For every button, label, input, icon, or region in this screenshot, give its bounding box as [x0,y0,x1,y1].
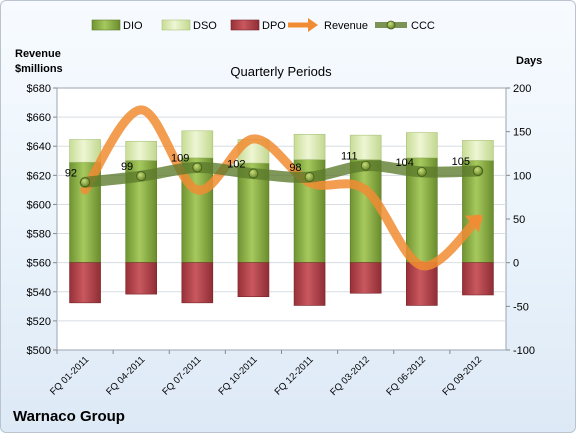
bar-dpo [181,262,214,304]
left-tick-label: $560 [27,258,51,270]
bar-dio [181,157,214,263]
ccc-data-label: 109 [171,152,189,164]
ccc-point [80,177,90,188]
x-tick-label: FQ 04-2011 [104,354,147,397]
left-axis-label-line1: Revenue [15,48,61,60]
left-tick-label: $620 [27,170,51,182]
bar-dso [125,140,157,161]
right-tick-label: 50 [513,214,525,226]
bar-dso [181,130,214,159]
ccc-data-label: 104 [395,157,413,169]
left-tick-label: $680 [27,83,51,95]
right-tick-label: 100 [513,170,531,182]
left-tick-label: $600 [27,199,51,211]
legend-label-dso: DSO [193,20,217,32]
x-tick-label: FQ 03-2012 [328,354,372,398]
revenue-arrowhead [464,215,483,233]
ccc-data-label: 111 [341,151,358,163]
bar-dso [69,139,101,163]
bar-dso [462,140,494,161]
chart-title: Quarterly Periods [230,64,332,79]
left-axis-label-line2: $millions [15,63,63,75]
x-tick-label: FQ 06-2012 [384,354,428,398]
bar-dpo [69,262,101,304]
x-tick-label: FQ 12-2011 [273,354,316,397]
left-tick-label: $660 [27,112,51,124]
ccc-point [416,166,427,177]
bar-dpo [293,262,326,306]
legend-label-ccc: CCC [411,20,435,32]
bar-dso [406,132,438,159]
bar-dio [349,159,382,263]
ccc-point [304,172,315,182]
ccc-point [136,171,147,182]
ccc-data-label: 105 [452,156,470,168]
lines-group: 92 99 109 102 98 111 104 105 [65,105,484,271]
revenue-line [80,105,483,271]
left-tick-label: $540 [27,287,51,299]
legend: DIO DSO DPO Revenue CCC [91,18,435,32]
ccc-point [192,162,203,173]
bar-dpo [462,262,494,296]
ccc-data-label: 102 [227,159,245,171]
legend-swatch-dso [161,19,191,31]
right-tick-label: 0 [513,258,519,270]
right-tick-label: 200 [513,83,531,95]
bar-dso [349,134,382,160]
legend-label-dio: DIO [123,20,143,32]
legend-label-revenue: Revenue [324,20,368,32]
x-tick-label: FQ 09-2012 [440,354,484,398]
left-tick-label: $580 [27,229,51,241]
ccc-point [360,160,371,171]
x-tick-label: FQ 10-2011 [216,354,259,397]
ccc-data-label: 99 [121,161,133,173]
left-tick-label: $520 [27,316,51,328]
right-tick-label: 150 [513,127,531,139]
legend-swatch-revenue-arrow [308,18,318,32]
ccc-point [248,168,259,179]
bar-dpo [349,262,382,294]
left-tick-label: $640 [27,141,51,153]
legend-swatch-dio [91,19,121,31]
ccc-point [473,166,483,176]
left-tick-label: $500 [27,345,51,357]
legend-swatch-ccc-dot [386,20,396,30]
right-tick-label: -50 [513,301,529,313]
x-tick-label: FQ 01-2011 [48,354,91,397]
right-axis-label: Days [516,55,542,67]
legend-swatch-dpo [230,19,260,31]
x-tick-label: FQ 07-2011 [160,354,203,397]
ccc-data-label: 92 [65,167,77,179]
legend-label-dpo: DPO [262,20,286,32]
company-name: Warnaco Group [13,408,125,425]
right-tick-label: -100 [513,345,535,357]
bar-dpo [125,262,157,295]
bar-dso [293,133,326,160]
ccc-data-label: 98 [289,162,301,174]
bar-dpo [237,262,270,298]
